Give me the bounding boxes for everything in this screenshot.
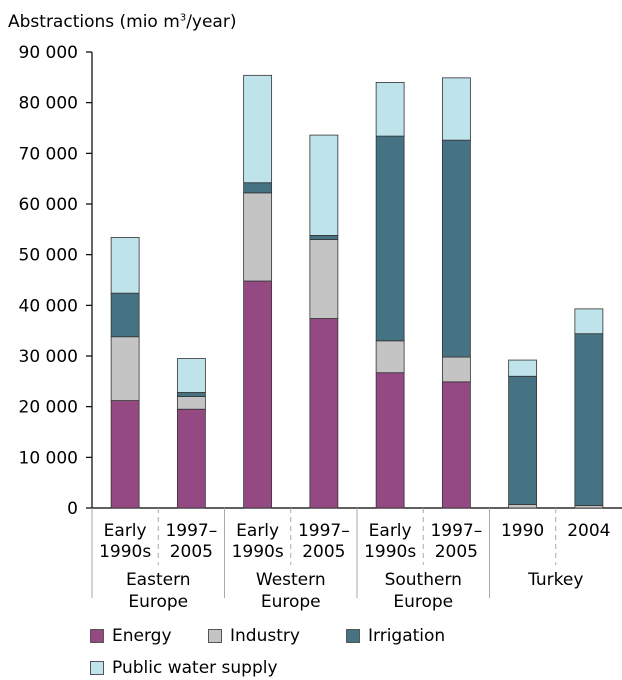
category-label: 1997– bbox=[298, 521, 350, 541]
y-tick-label: 50 000 bbox=[19, 246, 78, 266]
bar-segment-public-water-supply bbox=[441, 77, 471, 141]
category-label: Early bbox=[369, 521, 412, 541]
bar-segment-irrigation bbox=[375, 135, 405, 342]
bar-segment-industry bbox=[508, 504, 538, 509]
category-label: Early bbox=[104, 521, 147, 541]
legend-swatch bbox=[90, 661, 104, 675]
group-label: Europe bbox=[128, 592, 188, 612]
bar-segment-energy bbox=[309, 318, 339, 509]
bar-segment-public-water-supply bbox=[110, 237, 140, 294]
bar-segment-public-water-supply bbox=[574, 308, 604, 335]
y-tick-label: 0 bbox=[67, 499, 78, 519]
group-label: Europe bbox=[393, 592, 453, 612]
y-tick-label: 90 000 bbox=[19, 43, 78, 63]
bar-segment-energy bbox=[176, 408, 206, 509]
bar-segment-irrigation bbox=[309, 235, 339, 240]
group-label: Western bbox=[256, 570, 326, 590]
legend-item-energy: Energy bbox=[90, 626, 172, 646]
group-label: Eastern bbox=[126, 570, 191, 590]
category-label: Early bbox=[236, 521, 279, 541]
y-tick-label: 20 000 bbox=[19, 398, 78, 418]
y-tick-label: 70 000 bbox=[19, 144, 78, 164]
legend-label: Public water supply bbox=[112, 658, 278, 678]
bar-segment-energy bbox=[441, 381, 471, 509]
bar-segment-energy bbox=[243, 280, 273, 509]
bar-segment-industry bbox=[176, 396, 206, 410]
category-label: 1990s bbox=[99, 542, 151, 562]
bar-segment-irrigation bbox=[110, 292, 140, 338]
y-tick-label: 60 000 bbox=[19, 195, 78, 215]
category-label: 1990 bbox=[501, 521, 544, 541]
legend-item-industry: Industry bbox=[208, 626, 300, 646]
bar-segment-public-water-supply bbox=[176, 358, 206, 393]
category-label: 1997– bbox=[165, 521, 217, 541]
bar-segment-energy bbox=[375, 372, 405, 509]
bar-segment-irrigation bbox=[243, 182, 273, 194]
bar-segment-public-water-supply bbox=[309, 134, 339, 236]
category-label: 2005 bbox=[302, 542, 345, 562]
y-tick-label: 80 000 bbox=[19, 94, 78, 114]
bar-segment-energy bbox=[110, 400, 140, 509]
bar-segment-industry bbox=[309, 239, 339, 319]
legend-swatch bbox=[208, 629, 222, 643]
bar-segment-irrigation bbox=[574, 333, 604, 506]
bar-segment-industry bbox=[375, 340, 405, 374]
category-label: 1997– bbox=[430, 521, 482, 541]
group-label: Europe bbox=[261, 592, 321, 612]
bar-segment-public-water-supply bbox=[375, 82, 405, 137]
legend-swatch bbox=[346, 629, 360, 643]
bar-segment-industry bbox=[441, 356, 471, 383]
y-tick-label: 40 000 bbox=[19, 296, 78, 316]
group-label: Southern bbox=[385, 570, 462, 590]
bar-segment-industry bbox=[110, 336, 140, 401]
bar-segment-public-water-supply bbox=[508, 359, 538, 377]
legend-item-irrigation: Irrigation bbox=[346, 626, 445, 646]
category-label: 2005 bbox=[170, 542, 213, 562]
legend-item-public-water-supply: Public water supply bbox=[90, 658, 278, 678]
group-label: Turkey bbox=[527, 570, 583, 590]
stacked-bar-chart: 0 10 000 20 000 30 000 40 000 50 000 60 000 70 … bbox=[19, 43, 622, 612]
bar-segment-irrigation bbox=[176, 392, 206, 397]
bar-segment-public-water-supply bbox=[243, 74, 273, 184]
category-label: 1990s bbox=[232, 542, 284, 562]
category-label: 2004 bbox=[567, 521, 610, 541]
bar-segment-irrigation bbox=[508, 375, 538, 505]
legend-label: Irrigation bbox=[368, 626, 446, 646]
bar-segment-irrigation bbox=[441, 139, 471, 358]
y-tick-label: 10 000 bbox=[19, 448, 78, 468]
legend-label: Energy bbox=[112, 626, 172, 646]
category-label: 2005 bbox=[435, 542, 478, 562]
legend-swatch bbox=[90, 629, 104, 643]
y-tick-label: 30 000 bbox=[19, 347, 78, 367]
legend-label: Industry bbox=[230, 626, 300, 646]
y-axis-title: Abstractions (mio m3/year) bbox=[8, 12, 237, 32]
category-label: 1990s bbox=[364, 542, 416, 562]
bar-segment-industry bbox=[243, 192, 273, 282]
